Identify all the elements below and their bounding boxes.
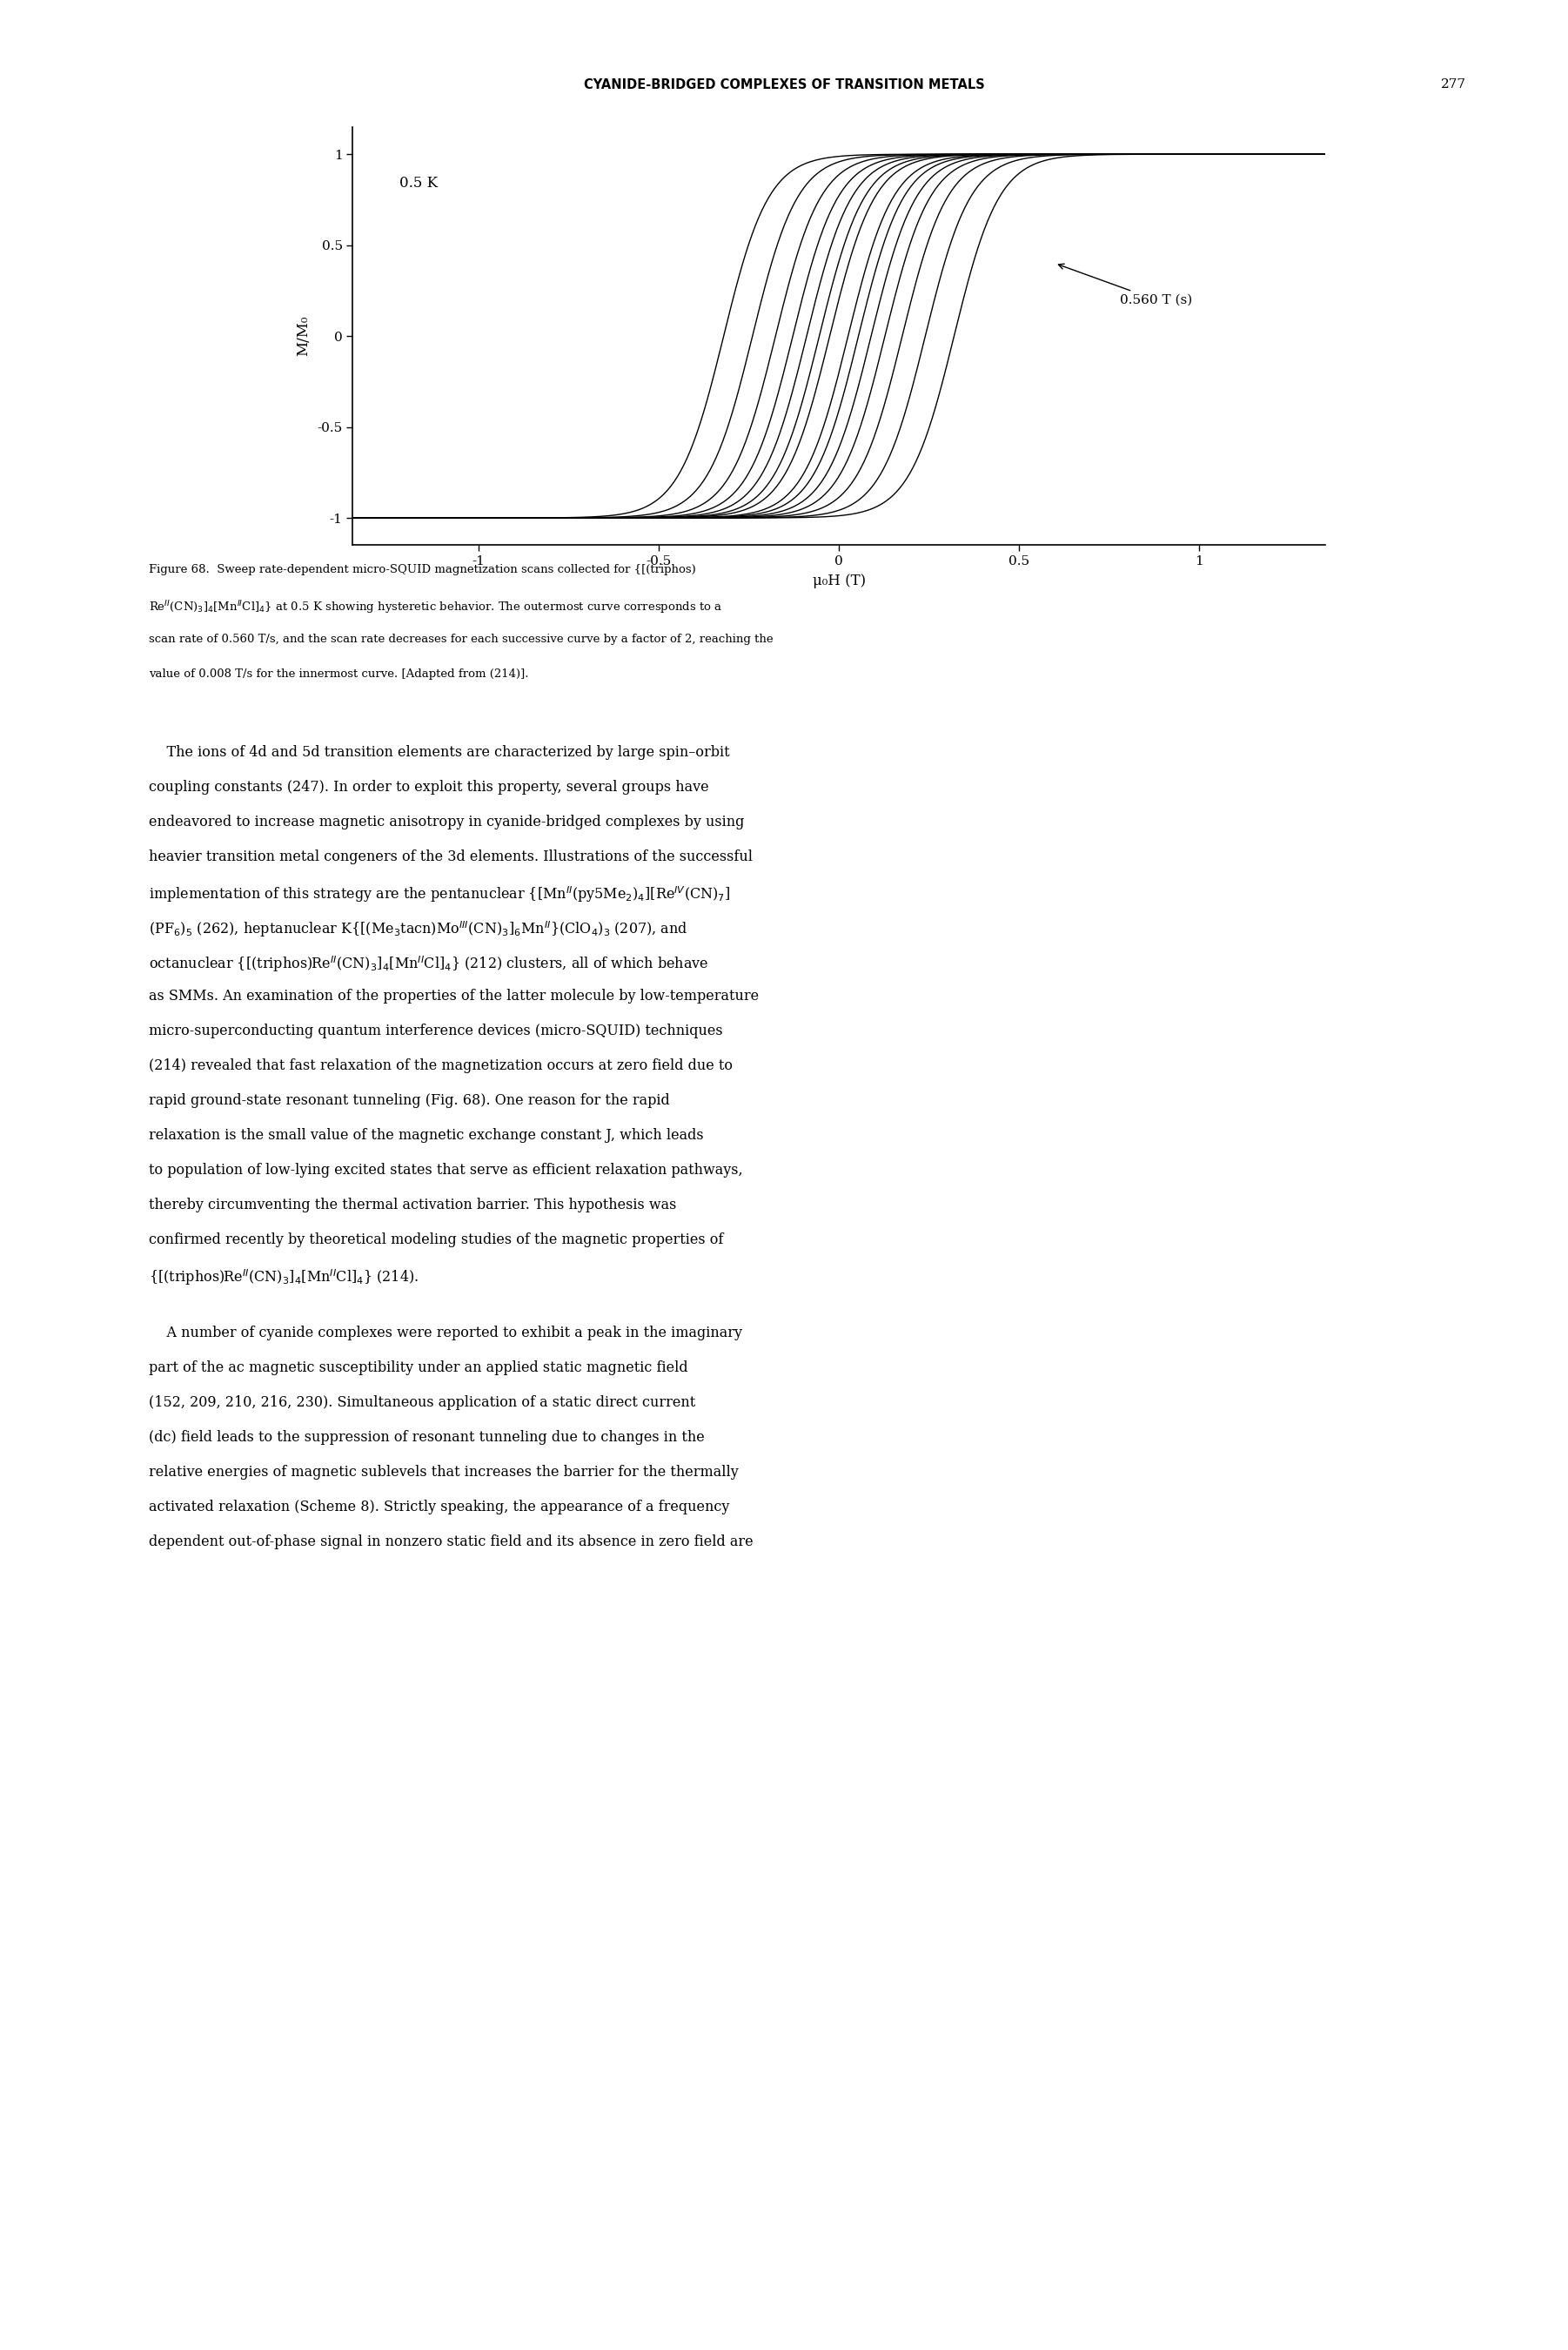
Text: value of 0.008 T/s for the innermost curve. [Adapted from (214)].: value of 0.008 T/s for the innermost cur… xyxy=(149,667,528,679)
Text: A number of cyanide complexes were reported to exhibit a peak in the imaginary: A number of cyanide complexes were repor… xyxy=(149,1325,742,1340)
Y-axis label: M/M₀: M/M₀ xyxy=(296,315,310,357)
Text: scan rate of 0.560 T/s, and the scan rate decreases for each successive curve by: scan rate of 0.560 T/s, and the scan rat… xyxy=(149,634,773,644)
Text: Re$^{II}$(CN)$_3$]$_4$[Mn$^{II}$Cl]$_4$} at 0.5 K showing hysteretic behavior. T: Re$^{II}$(CN)$_3$]$_4$[Mn$^{II}$Cl]$_4$}… xyxy=(149,599,723,616)
Text: (214) revealed that fast relaxation of the magnetization occurs at zero field du: (214) revealed that fast relaxation of t… xyxy=(149,1058,732,1074)
Text: The ions of 4d and 5d transition elements are characterized by large spin–orbit: The ions of 4d and 5d transition element… xyxy=(149,745,729,759)
Text: micro-superconducting quantum interference devices (micro-SQUID) techniques: micro-superconducting quantum interferen… xyxy=(149,1025,723,1039)
Text: rapid ground-state resonant tunneling (Fig. 68). One reason for the rapid: rapid ground-state resonant tunneling (F… xyxy=(149,1093,670,1107)
Text: (dc) field leads to the suppression of resonant tunneling due to changes in the: (dc) field leads to the suppression of r… xyxy=(149,1429,704,1445)
Text: endeavored to increase magnetic anisotropy in cyanide-bridged complexes by using: endeavored to increase magnetic anisotro… xyxy=(149,815,745,830)
Text: Figure 68.  Sweep rate-dependent micro-SQUID magnetization scans collected for {: Figure 68. Sweep rate-dependent micro-SQ… xyxy=(149,564,696,576)
Text: (PF$_6$)$_5$ (262), heptanuclear K{[(Me$_3$tacn)Mo$^{III}$(CN)$_3$]$_6$Mn$^{II}$: (PF$_6$)$_5$ (262), heptanuclear K{[(Me$… xyxy=(149,919,688,940)
Text: coupling constants (247). In order to exploit this property, several groups have: coupling constants (247). In order to ex… xyxy=(149,780,709,794)
Text: implementation of this strategy are the pentanuclear {[Mn$^{II}$(py5Me$_2$)$_4$]: implementation of this strategy are the … xyxy=(149,884,731,905)
Text: activated relaxation (Scheme 8). Strictly speaking, the appearance of a frequenc: activated relaxation (Scheme 8). Strictl… xyxy=(149,1499,729,1513)
Text: heavier transition metal congeners of the 3d elements. Illustrations of the succ: heavier transition metal congeners of th… xyxy=(149,851,753,865)
Text: octanuclear {[(triphos)Re$^{II}$(CN)$_3$]$_4$[Mn$^{II}$Cl]$_4$} (212) clusters, : octanuclear {[(triphos)Re$^{II}$(CN)$_3$… xyxy=(149,954,709,973)
Text: thereby circumventing the thermal activation barrier. This hypothesis was: thereby circumventing the thermal activa… xyxy=(149,1198,677,1213)
Text: to population of low-lying excited states that serve as efficient relaxation pat: to population of low-lying excited state… xyxy=(149,1163,743,1177)
Text: confirmed recently by theoretical modeling studies of the magnetic properties of: confirmed recently by theoretical modeli… xyxy=(149,1231,723,1248)
Text: CYANIDE-BRIDGED COMPLEXES OF TRANSITION METALS: CYANIDE-BRIDGED COMPLEXES OF TRANSITION … xyxy=(583,78,985,92)
Text: as SMMs. An examination of the properties of the latter molecule by low-temperat: as SMMs. An examination of the propertie… xyxy=(149,989,759,1003)
Text: part of the ac magnetic susceptibility under an applied static magnetic field: part of the ac magnetic susceptibility u… xyxy=(149,1361,688,1375)
Text: relative energies of magnetic sublevels that increases the barrier for the therm: relative energies of magnetic sublevels … xyxy=(149,1464,739,1478)
Text: {[(triphos)Re$^{II}$(CN)$_3$]$_4$[Mn$^{II}$Cl]$_4$} (214).: {[(triphos)Re$^{II}$(CN)$_3$]$_4$[Mn$^{I… xyxy=(149,1267,419,1288)
X-axis label: μ₀H (T): μ₀H (T) xyxy=(812,573,866,588)
Text: 0.5 K: 0.5 K xyxy=(400,176,437,190)
Text: 0.560 T (s): 0.560 T (s) xyxy=(1058,263,1192,306)
Text: 277: 277 xyxy=(1441,78,1466,92)
Text: relaxation is the small value of the magnetic exchange constant J, which leads: relaxation is the small value of the mag… xyxy=(149,1128,704,1142)
Text: (152, 209, 210, 216, 230). Simultaneous application of a static direct current: (152, 209, 210, 216, 230). Simultaneous … xyxy=(149,1396,696,1410)
Text: dependent out-of-phase signal in nonzero static field and its absence in zero fi: dependent out-of-phase signal in nonzero… xyxy=(149,1535,753,1549)
